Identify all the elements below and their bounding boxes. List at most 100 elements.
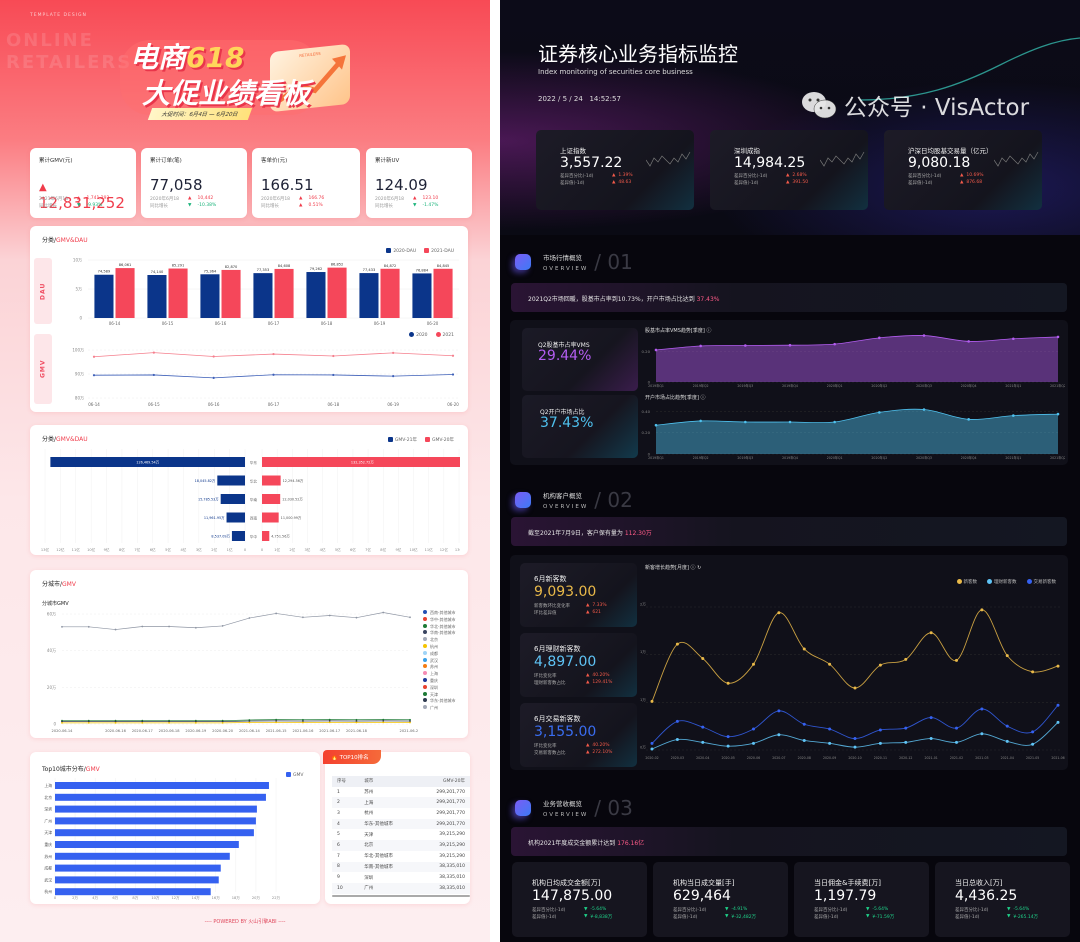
vms-area-chart: 0 0.20 2019年Q1 2019年Q2 2019年Q3 2019年Q4 2020年Q1… xyxy=(642,334,1065,388)
data-point xyxy=(212,376,215,379)
legend-item[interactable]: 天津 xyxy=(423,691,455,699)
legend-item[interactable]: 成都 xyxy=(423,650,455,658)
data-point xyxy=(332,373,335,377)
bar xyxy=(253,273,273,318)
x-tick-label: 7亿 xyxy=(365,547,371,552)
x-tick-label: 9亿 xyxy=(104,547,110,552)
legend-item[interactable]: 武汉 xyxy=(423,657,455,665)
table-row[interactable]: 7 华北-其他城市 39,215,290 xyxy=(332,851,470,862)
region-gmv-card: 分类/GMV&DAU GMV-21年 GMV-20年 13亿 12亿 11亿 10亿 9… xyxy=(30,425,468,555)
kpi-compare-label: 2020年6月18 xyxy=(150,197,180,202)
column-header[interactable]: 城市 xyxy=(359,776,415,787)
x-tick-label: 2020-03 xyxy=(671,756,684,760)
data-point xyxy=(61,722,63,724)
legend-item[interactable]: 杭州 xyxy=(423,643,455,651)
data-point xyxy=(221,720,224,723)
table-cell: 2 xyxy=(332,797,360,809)
table-cell: 10 xyxy=(332,882,360,894)
horizontal-scrollbar[interactable] xyxy=(332,894,470,897)
customer-legend[interactable]: 新客数 理财新客数 交易新客数 xyxy=(956,579,1056,585)
data-point xyxy=(1012,337,1015,341)
x-tick-label: 22万 xyxy=(272,896,281,900)
decorative-wave xyxy=(860,37,1080,101)
chart-arrow-illustration: RETAILERS xyxy=(270,43,350,113)
bar xyxy=(55,805,257,813)
x-tick-label: 0 xyxy=(244,548,247,552)
table-row[interactable]: 8 华南-其他城市 38,335,010 xyxy=(332,861,470,873)
city-legend[interactable]: 西南-其他城市 华中-其他城市 华北-其他城市 华南-其他城市 北京 杭州 成都 武汉 苏州 上海… xyxy=(423,610,455,712)
y-category-label: 北京 xyxy=(44,795,52,800)
column-header[interactable]: GMV-20年 xyxy=(414,776,470,787)
x-tick-label: 06-17 xyxy=(268,321,280,326)
bar-data-label: 11,000.99万 xyxy=(281,516,302,520)
data-point xyxy=(248,721,251,724)
data-point xyxy=(777,709,781,713)
kpi-label: 累计新UV xyxy=(375,158,400,164)
info-icon[interactable]: ⓘ xyxy=(706,328,712,334)
kpi-compare-value: 1,741,292 xyxy=(86,196,110,201)
customer-panel: 6月新客数 9,093.00 新客数环比变化率 ▲ 7.33% 环比差异值 ▲ 62… xyxy=(510,555,1068,770)
kpi-value: 77,058 xyxy=(150,176,203,194)
y-tick-label: 0 xyxy=(648,452,651,457)
data-point xyxy=(752,741,755,745)
legend-item: 理财新客数 xyxy=(987,579,1017,585)
series-line xyxy=(62,721,411,724)
info-icon[interactable]: ⓘ xyxy=(690,565,696,571)
legend-item[interactable]: 华东-其他城市 xyxy=(423,698,455,705)
table-row[interactable]: 5 天津 39,215,290 xyxy=(332,829,470,840)
data-point xyxy=(752,662,755,666)
x-tick-label: 2019年Q4 xyxy=(782,383,798,388)
x-tick-label: 1亿 xyxy=(227,547,233,552)
legend-item[interactable]: 上海 xyxy=(423,671,455,678)
refresh-icon[interactable]: ↻ xyxy=(697,565,702,571)
gmv-legend[interactable]: 2020 2021 xyxy=(409,332,454,338)
table-cell: 杭州 xyxy=(364,811,374,817)
data-point xyxy=(1056,412,1060,416)
market-panel: Q2股基市占率VMS 29.44% Q2开户市场占比 37.43% 股基市占率V… xyxy=(510,320,1068,465)
data-point xyxy=(980,732,984,736)
legend-item[interactable]: 苏州 xyxy=(423,664,455,671)
x-tick-label: 11亿 xyxy=(72,547,81,552)
table-row[interactable]: 9 深圳 38,335,010 xyxy=(332,872,470,883)
legend-item[interactable]: 西南-其他城市 xyxy=(423,610,455,617)
x-tick-label: 2020-07 xyxy=(772,756,785,760)
legend-item[interactable]: 北京 xyxy=(423,637,455,644)
table-row[interactable]: 2 上海 299,201,770 xyxy=(332,797,470,809)
table-row[interactable]: 6 北京 39,215,290 xyxy=(332,840,470,851)
pyramid-legend[interactable]: GMV-21年 GMV-20年 xyxy=(387,437,454,443)
data-point xyxy=(1031,742,1035,746)
top10-legend[interactable]: GMV xyxy=(286,772,303,778)
data-point xyxy=(355,720,358,722)
data-point xyxy=(248,720,251,722)
dau-legend[interactable]: 2020-DAU 2021-DAU xyxy=(386,248,454,254)
table-row[interactable]: 10 广州 38,335,010 xyxy=(332,882,470,894)
index-kpi-card: 上证指数 3,557.22 差异百分比(-1d) ▲ 1.39% 差异值(-1d)… xyxy=(536,130,694,210)
kpi-card: 客单价(元) 166.51 2020年6月18 ▲ 166.76 同比增长 ▲ 0.51… xyxy=(252,148,360,218)
data-point xyxy=(878,663,882,667)
legend-item[interactable]: 广州 xyxy=(423,705,455,712)
column-header[interactable]: 序号 xyxy=(332,776,360,787)
up-arrow-icon: ▲ xyxy=(413,196,417,201)
bar-data-label: 82,870 xyxy=(225,265,238,269)
sparkline xyxy=(820,151,865,167)
info-icon[interactable]: ⓘ xyxy=(700,395,706,401)
table-cell: 38,335,010 xyxy=(414,882,470,894)
table-row[interactable]: 3 杭州 299,201,770 xyxy=(332,808,470,819)
up-arrow-icon: ▲ xyxy=(39,182,47,193)
bar-data-label: 76,884 xyxy=(416,268,429,272)
bar-data-label: 85,291 xyxy=(172,264,185,268)
chart-title: 股基市占率VMS趋势[季度] ⓘ xyxy=(645,328,712,334)
down-arrow-icon: ▼ xyxy=(1007,907,1014,912)
data-point xyxy=(141,625,144,628)
legend-item[interactable]: 深圳 xyxy=(423,684,455,692)
legend-item[interactable]: 重庆 xyxy=(423,677,455,685)
legend-item[interactable]: 华南-其他城市 xyxy=(423,630,455,637)
data-point xyxy=(141,720,144,723)
legend-item[interactable]: 华北-其他城市 xyxy=(423,623,455,631)
data-point xyxy=(382,611,385,614)
legend-item[interactable]: 华中-其他城市 xyxy=(423,616,455,624)
table-row[interactable]: 4 华东-其他城市 299,201,770 xyxy=(332,818,470,830)
table-row[interactable]: 1 苏州 299,201,770 xyxy=(332,787,470,798)
data-point xyxy=(878,411,881,414)
data-point xyxy=(650,741,654,745)
